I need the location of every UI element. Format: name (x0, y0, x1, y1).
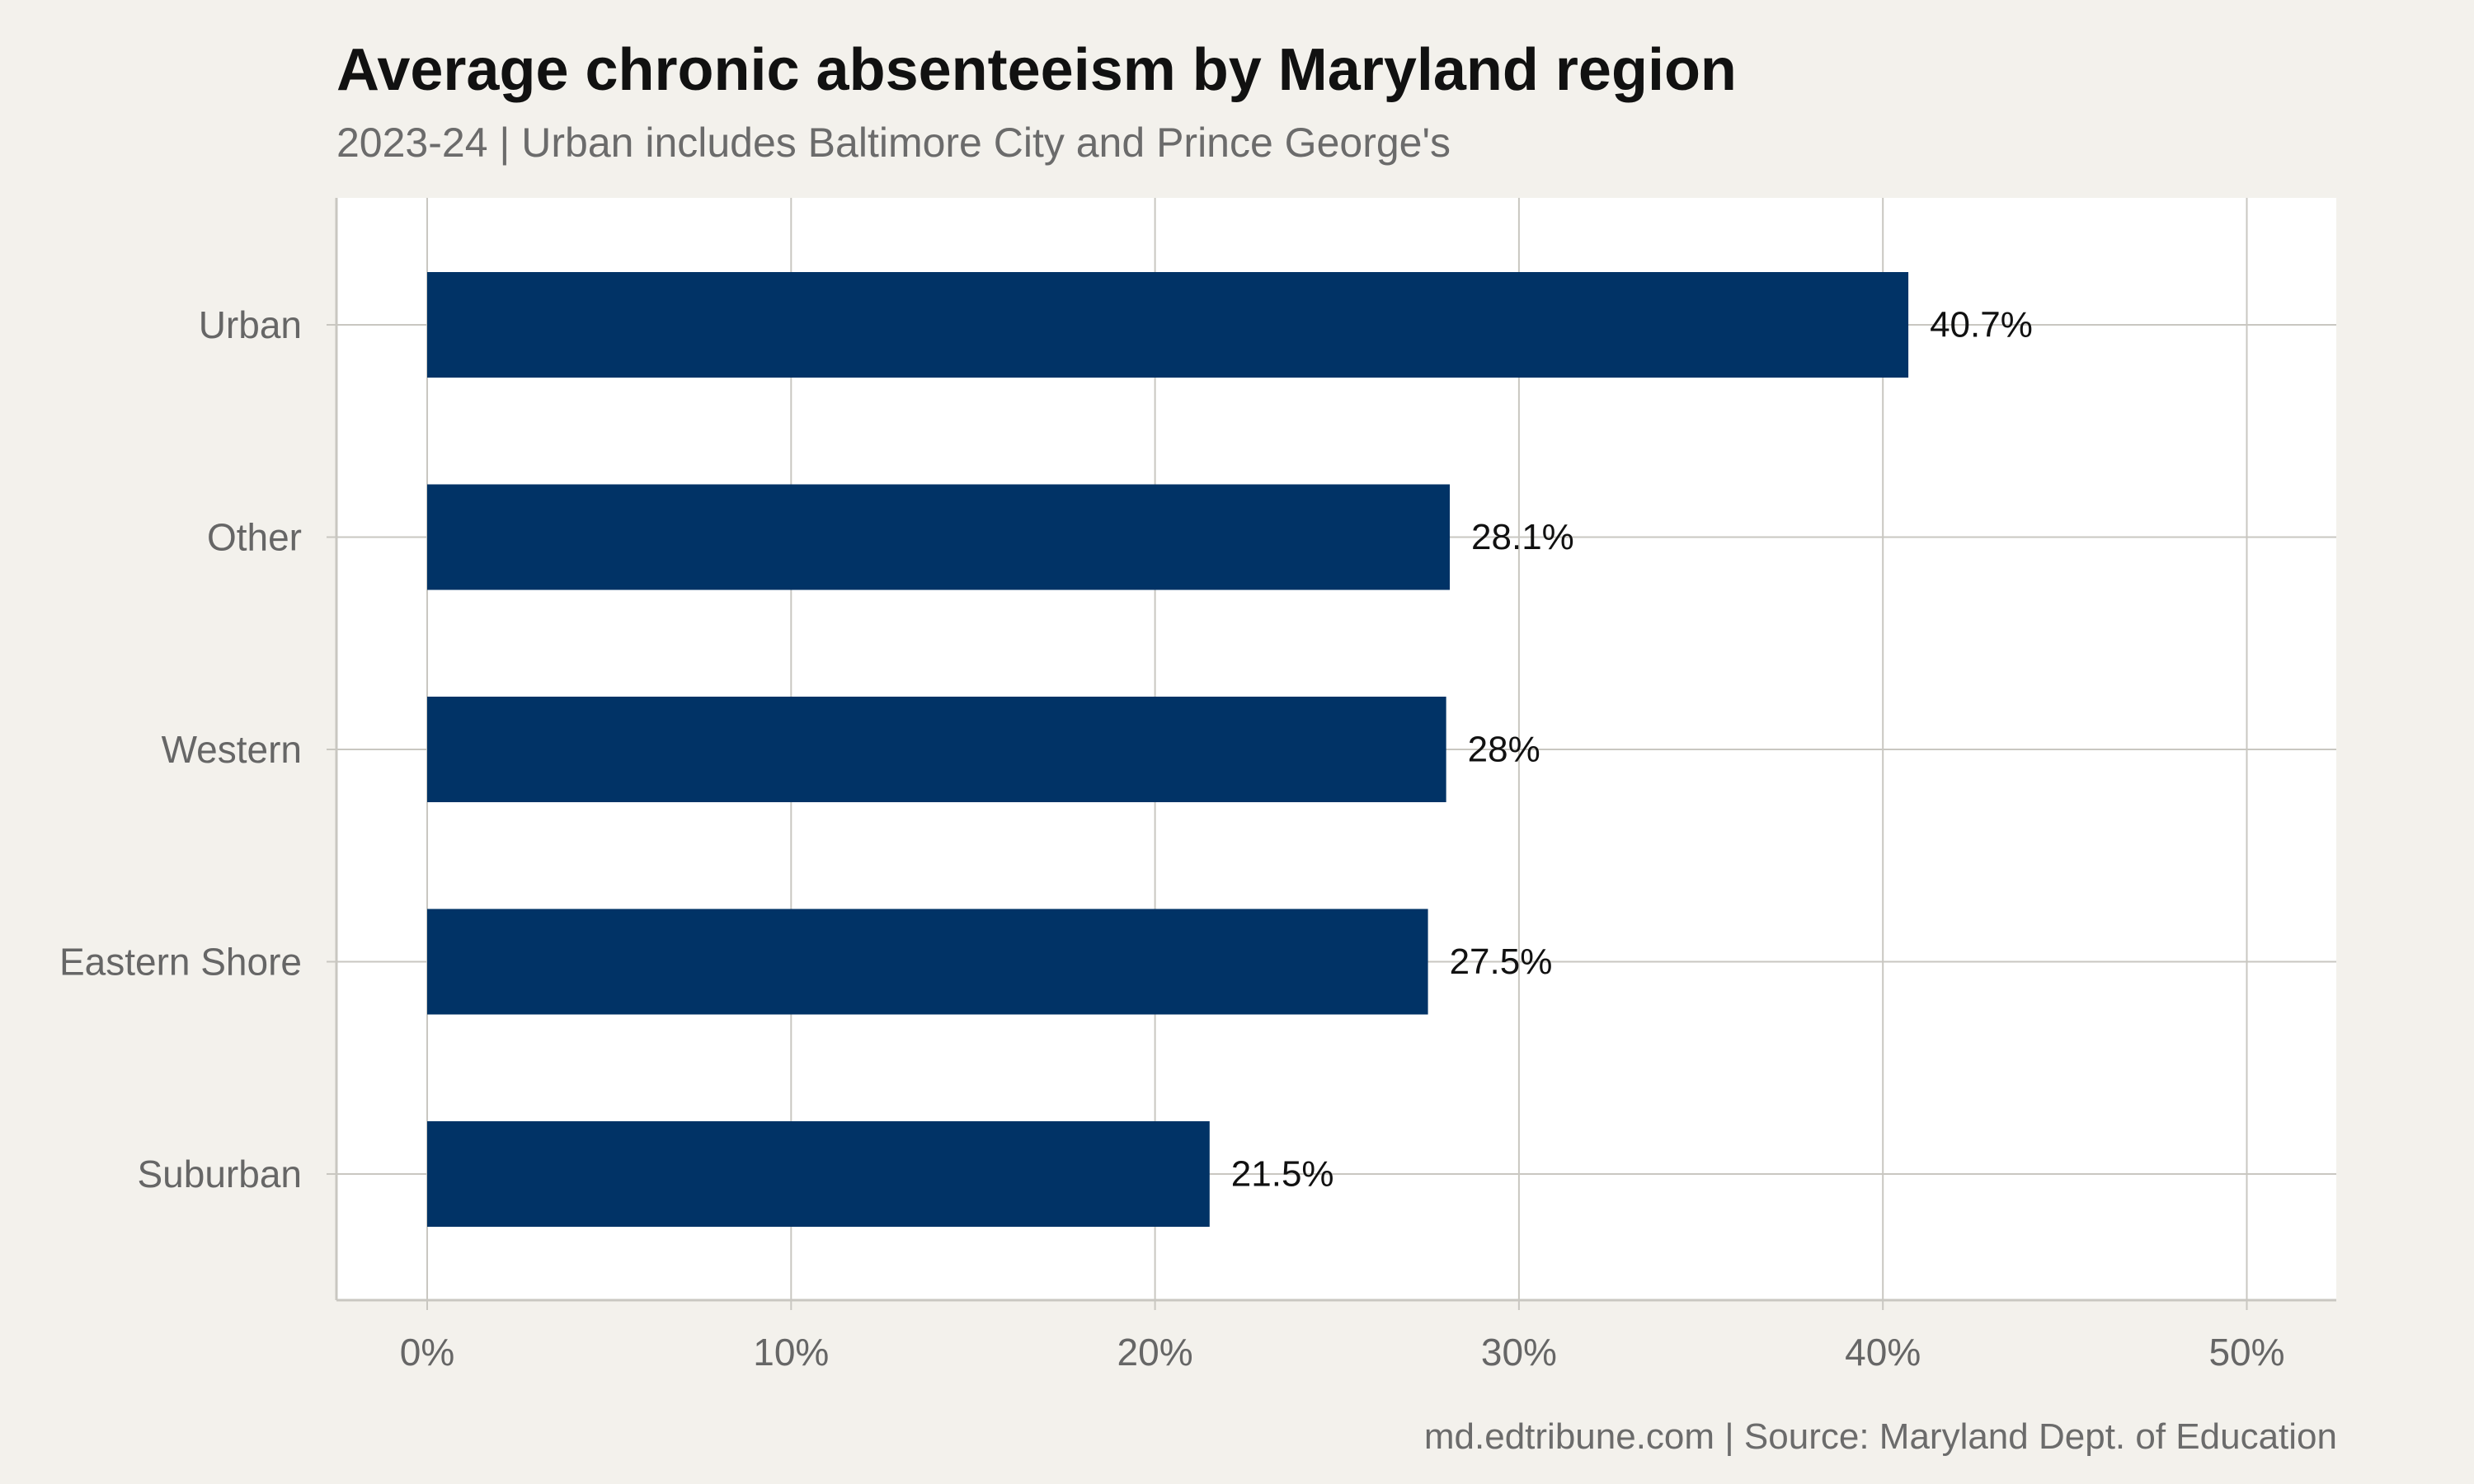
chart-subtitle: 2023-24 | Urban includes Baltimore City … (336, 120, 1451, 166)
x-tick-label: 50% (2208, 1331, 2284, 1374)
value-label: 40.7% (1930, 305, 2033, 345)
x-tick-label: 0% (400, 1331, 454, 1374)
bar-eastern-shore (427, 909, 1428, 1015)
x-tick-label: 40% (1845, 1331, 1921, 1374)
bar-western (427, 697, 1446, 802)
x-tick-label: 20% (1117, 1331, 1193, 1374)
category-label: Western (162, 728, 302, 771)
bar-urban (427, 272, 1909, 378)
category-label: Other (207, 516, 302, 559)
category-label: Urban (199, 303, 302, 346)
category-label: Suburban (138, 1153, 303, 1195)
value-label: 28.1% (1471, 517, 1574, 557)
bar-suburban (427, 1121, 1210, 1227)
value-label: 21.5% (1231, 1154, 1334, 1195)
x-tick-label: 30% (1481, 1331, 1557, 1374)
x-tick-label: 10% (753, 1331, 829, 1374)
bar-other (427, 484, 1451, 590)
chart-title: Average chronic absenteeism by Maryland … (336, 37, 1737, 103)
value-label: 27.5% (1450, 942, 1553, 982)
chart-caption: md.edtribune.com | Source: Maryland Dept… (1423, 1416, 2337, 1457)
value-label: 28% (1468, 730, 1540, 770)
category-label: Eastern Shore (59, 941, 302, 984)
